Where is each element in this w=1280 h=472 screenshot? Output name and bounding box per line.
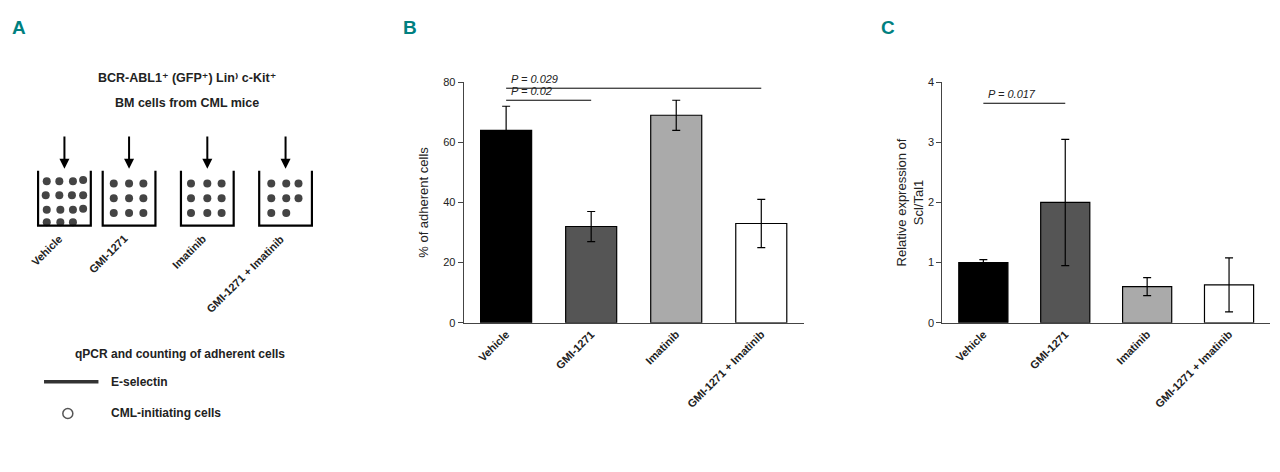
svg-text:P = 0.017: P = 0.017 (988, 88, 1036, 100)
svg-text:GMI-1271 + Imatinib: GMI-1271 + Imatinib (685, 328, 767, 410)
svg-text:Imatinib: Imatinib (643, 328, 682, 367)
svg-text:Relative expression ofScl/Tal1: Relative expression ofScl/Tal1 (894, 138, 926, 266)
svg-text:GMI-1271: GMI-1271 (1027, 328, 1070, 371)
svg-text:BM cells from CML mice: BM cells from CML mice (115, 96, 259, 110)
svg-text:0: 0 (928, 317, 934, 329)
svg-text:Vehicle: Vehicle (953, 328, 988, 363)
svg-text:C: C (881, 17, 895, 38)
svg-text:60: 60 (443, 136, 455, 148)
svg-text:GMI-1271 + Imatinib: GMI-1271 + Imatinib (1153, 328, 1235, 410)
svg-text:40: 40 (443, 196, 455, 208)
svg-text:20: 20 (443, 256, 455, 268)
svg-text:B: B (403, 17, 417, 38)
svg-text:GMI-1271: GMI-1271 (87, 232, 130, 275)
svg-text:GMI-1271 + Imatinib: GMI-1271 + Imatinib (204, 233, 286, 315)
svg-text:E-selectin: E-selectin (111, 375, 168, 389)
svg-text:4: 4 (928, 76, 934, 88)
svg-text:P = 0.029: P = 0.029 (511, 73, 558, 85)
svg-text:BCR-ABL1⁺ (GFP⁺) Lin⁾ c-Kit⁺: BCR-ABL1⁺ (GFP⁺) Lin⁾ c-Kit⁺ (98, 71, 276, 85)
svg-text:P = 0.02: P = 0.02 (511, 85, 552, 97)
svg-text:% of adherent cells: % of adherent cells (416, 147, 431, 258)
svg-text:Imatinib: Imatinib (1114, 328, 1153, 367)
svg-text:3: 3 (928, 136, 934, 148)
svg-text:GMI-1271: GMI-1271 (553, 328, 596, 371)
svg-text:Vehicle: Vehicle (29, 233, 64, 268)
svg-text:CML-initiating cells: CML-initiating cells (111, 406, 221, 420)
svg-text:A: A (12, 17, 26, 38)
svg-text:0: 0 (449, 317, 455, 329)
svg-text:80: 80 (443, 76, 455, 88)
svg-text:1: 1 (928, 256, 934, 268)
svg-text:Imatinib: Imatinib (170, 232, 209, 271)
svg-text:qPCR and counting of adherent: qPCR and counting of adherent cells (75, 347, 285, 361)
svg-text:2: 2 (928, 196, 934, 208)
svg-text:Vehicle: Vehicle (476, 328, 511, 363)
